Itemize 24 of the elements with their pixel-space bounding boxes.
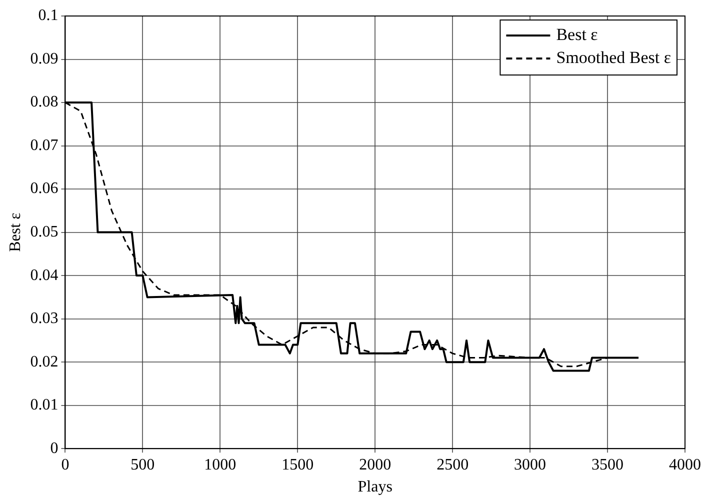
x-tick-label: 2500: [436, 456, 469, 474]
legend-label: Best ε: [556, 24, 598, 44]
y-tick-label: 0.05: [30, 224, 58, 241]
x-tick-label: 3000: [514, 456, 546, 474]
x-tick-label: 4000: [669, 456, 701, 474]
x-tick-label: 500: [130, 456, 155, 474]
y-tick-label: 0.02: [30, 353, 58, 370]
y-tick-label: 0.07: [30, 136, 58, 154]
y-axis-title: Best ε: [6, 212, 24, 252]
x-tick-label: 2000: [359, 456, 392, 474]
x-tick-label: 1000: [204, 456, 236, 474]
y-tick-label: 0.08: [30, 94, 58, 111]
y-tick-label: 0.03: [30, 310, 58, 328]
y-tick-label: 0.1: [38, 7, 58, 24]
y-tick-label: 0.06: [30, 180, 58, 198]
y-tick-label: 0.01: [30, 396, 58, 414]
legend-label: Smoothed Best ε: [556, 48, 672, 67]
x-tick-label: 1500: [282, 456, 314, 474]
x-axis-title: Plays: [358, 478, 392, 496]
x-tick-label: 0: [61, 456, 70, 474]
y-tick-label: 0.09: [30, 50, 58, 68]
x-tick-label: 3500: [592, 456, 624, 474]
y-tick-label: 0: [50, 440, 58, 457]
y-tick-label: 0.04: [30, 266, 58, 284]
